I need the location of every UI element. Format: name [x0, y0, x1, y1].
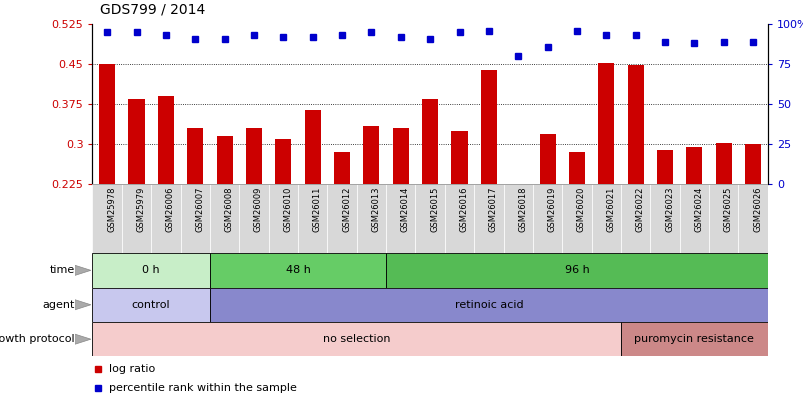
Text: time: time: [50, 265, 75, 275]
Text: GSM26018: GSM26018: [518, 186, 527, 232]
Text: GSM26025: GSM26025: [723, 186, 732, 232]
Bar: [128, 99, 145, 184]
Text: growth protocol: growth protocol: [0, 334, 75, 344]
Bar: [187, 128, 203, 184]
Text: GSM26019: GSM26019: [547, 186, 556, 232]
Bar: [363, 126, 379, 184]
Text: GSM25979: GSM25979: [137, 186, 145, 232]
Bar: [99, 64, 115, 184]
Bar: [744, 144, 760, 184]
Bar: [715, 143, 731, 184]
Bar: [122, 184, 151, 253]
Bar: [268, 184, 298, 253]
Text: GSM26006: GSM26006: [165, 186, 174, 232]
Bar: [532, 184, 561, 253]
Text: puromycin resistance: puromycin resistance: [634, 334, 753, 344]
Bar: [597, 63, 613, 184]
Bar: [444, 184, 474, 253]
Text: GSM26011: GSM26011: [312, 186, 321, 232]
Text: 96 h: 96 h: [564, 265, 589, 275]
Polygon shape: [75, 265, 91, 275]
Bar: [216, 136, 232, 184]
Bar: [239, 184, 268, 253]
Bar: [304, 110, 320, 184]
Bar: [327, 184, 357, 253]
Bar: [620, 184, 650, 253]
Bar: [392, 128, 409, 184]
Text: GSM26017: GSM26017: [488, 186, 497, 232]
Bar: [157, 96, 173, 184]
Bar: [474, 184, 503, 253]
Text: log ratio: log ratio: [109, 364, 156, 374]
Bar: [708, 184, 737, 253]
Bar: [450, 131, 467, 184]
Text: agent: agent: [43, 300, 75, 310]
Bar: [385, 184, 415, 253]
Text: GSM26024: GSM26024: [694, 186, 703, 232]
Bar: [737, 184, 767, 253]
Bar: [620, 322, 767, 356]
Text: GSM26012: GSM26012: [341, 186, 351, 232]
Bar: [92, 184, 122, 253]
Text: GSM26022: GSM26022: [635, 186, 644, 232]
Text: 0 h: 0 h: [142, 265, 160, 275]
Bar: [503, 184, 532, 253]
Bar: [591, 184, 620, 253]
Bar: [679, 184, 708, 253]
Bar: [686, 147, 702, 184]
Text: GSM26010: GSM26010: [283, 186, 292, 232]
Text: GSM25978: GSM25978: [107, 186, 116, 232]
Polygon shape: [75, 300, 91, 310]
Bar: [561, 184, 591, 253]
Text: GSM26008: GSM26008: [224, 186, 234, 232]
Bar: [151, 184, 181, 253]
Bar: [275, 139, 291, 184]
Bar: [210, 253, 385, 288]
Bar: [656, 149, 672, 184]
Text: GSM26014: GSM26014: [400, 186, 410, 232]
Text: GSM26021: GSM26021: [605, 186, 614, 232]
Bar: [210, 184, 239, 253]
Bar: [415, 184, 444, 253]
Text: GSM26015: GSM26015: [430, 186, 438, 232]
Bar: [181, 184, 210, 253]
Bar: [246, 128, 262, 184]
Text: GSM26007: GSM26007: [195, 186, 204, 232]
Bar: [650, 184, 679, 253]
Text: percentile rank within the sample: percentile rank within the sample: [109, 384, 297, 394]
Bar: [92, 322, 620, 356]
Text: no selection: no selection: [323, 334, 390, 344]
Bar: [385, 253, 767, 288]
Bar: [569, 152, 585, 184]
Bar: [539, 134, 555, 184]
Bar: [627, 65, 643, 184]
Text: 48 h: 48 h: [285, 265, 310, 275]
Text: GSM26016: GSM26016: [459, 186, 468, 232]
Bar: [422, 99, 438, 184]
Bar: [357, 184, 385, 253]
Bar: [92, 253, 210, 288]
Text: retinoic acid: retinoic acid: [454, 300, 523, 310]
Text: GSM26023: GSM26023: [664, 186, 673, 232]
Bar: [298, 184, 327, 253]
Bar: [480, 70, 496, 184]
Bar: [92, 288, 210, 322]
Text: control: control: [132, 300, 170, 310]
Text: GSM26013: GSM26013: [371, 186, 380, 232]
Text: GSM26020: GSM26020: [577, 186, 585, 232]
Polygon shape: [75, 334, 91, 344]
Text: GSM26026: GSM26026: [752, 186, 761, 232]
Bar: [333, 152, 349, 184]
Text: GSM26009: GSM26009: [254, 186, 263, 232]
Text: GDS799 / 2014: GDS799 / 2014: [100, 2, 206, 16]
Bar: [210, 288, 767, 322]
